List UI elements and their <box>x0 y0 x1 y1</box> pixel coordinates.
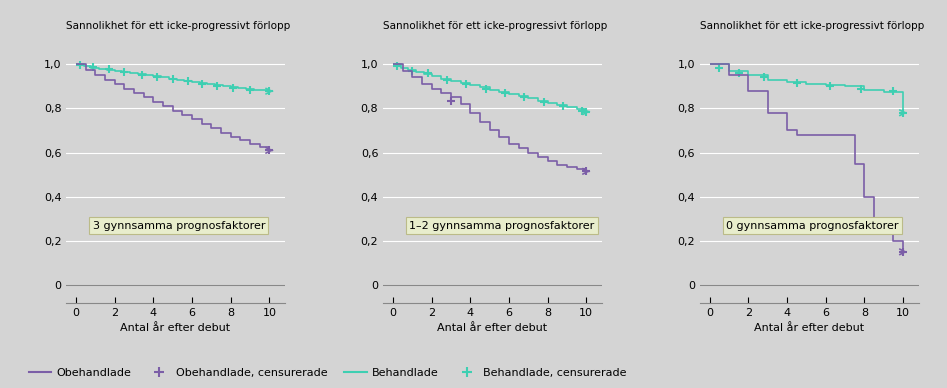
Legend: Obehandlade, Obehandlade, censurerade, Behandlade, Behandlade, censurerade: Obehandlade, Obehandlade, censurerade, B… <box>25 364 632 383</box>
X-axis label: Antal år efter debut: Antal år efter debut <box>120 323 231 333</box>
X-axis label: Antal år efter debut: Antal år efter debut <box>754 323 865 333</box>
Text: Sannolikhet för ett icke-progressivt förlopp: Sannolikhet för ett icke-progressivt för… <box>66 21 291 31</box>
Text: 1–2 gynnsamma prognosfaktorer: 1–2 gynnsamma prognosfaktorer <box>409 221 595 231</box>
Text: 3 gynnsamma prognosfaktorer: 3 gynnsamma prognosfaktorer <box>93 221 265 231</box>
Text: Sannolikhet för ett icke-progressivt förlopp: Sannolikhet för ett icke-progressivt för… <box>384 21 607 31</box>
X-axis label: Antal år efter debut: Antal år efter debut <box>438 323 547 333</box>
Text: Sannolikhet för ett icke-progressivt förlopp: Sannolikhet för ett icke-progressivt för… <box>700 21 924 31</box>
Text: 0 gynnsamma prognosfaktorer: 0 gynnsamma prognosfaktorer <box>726 221 899 231</box>
